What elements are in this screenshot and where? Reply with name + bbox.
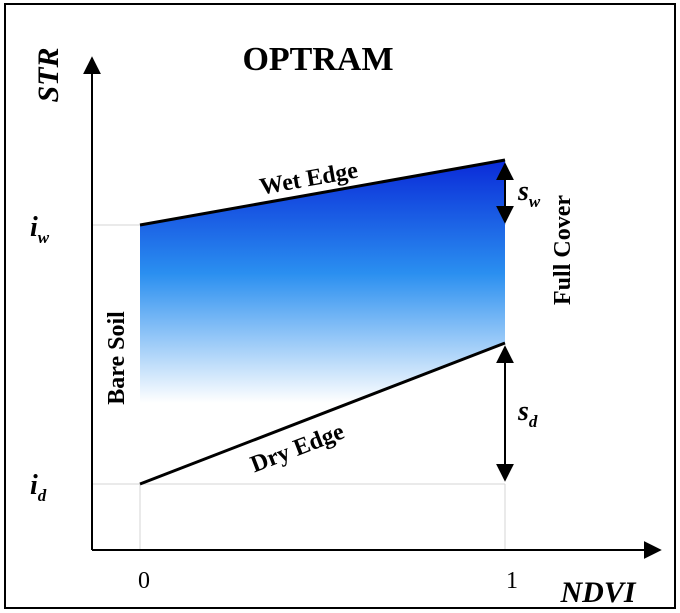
full-cover-label: Full Cover [550, 195, 576, 305]
wet-edge-line [139, 158, 506, 227]
dry-intercept-label: id [30, 470, 47, 505]
wet-intercept-label: iw [30, 212, 50, 247]
trapezoid-space [140, 160, 505, 484]
wet-slope-label: sw [517, 176, 541, 211]
frame-border [4, 3, 676, 609]
dry-edge-line [139, 341, 506, 486]
diagram-title: OPTRAM [242, 41, 393, 78]
x-axis-label: NDVI [559, 576, 636, 609]
bare-soil-label: Bare Soil [104, 311, 130, 405]
dry-slope-label: sd [517, 396, 538, 431]
x-tick-0: 0 [138, 568, 150, 594]
x-tick-1: 1 [506, 568, 518, 594]
y-axis-label: STR [32, 47, 65, 102]
